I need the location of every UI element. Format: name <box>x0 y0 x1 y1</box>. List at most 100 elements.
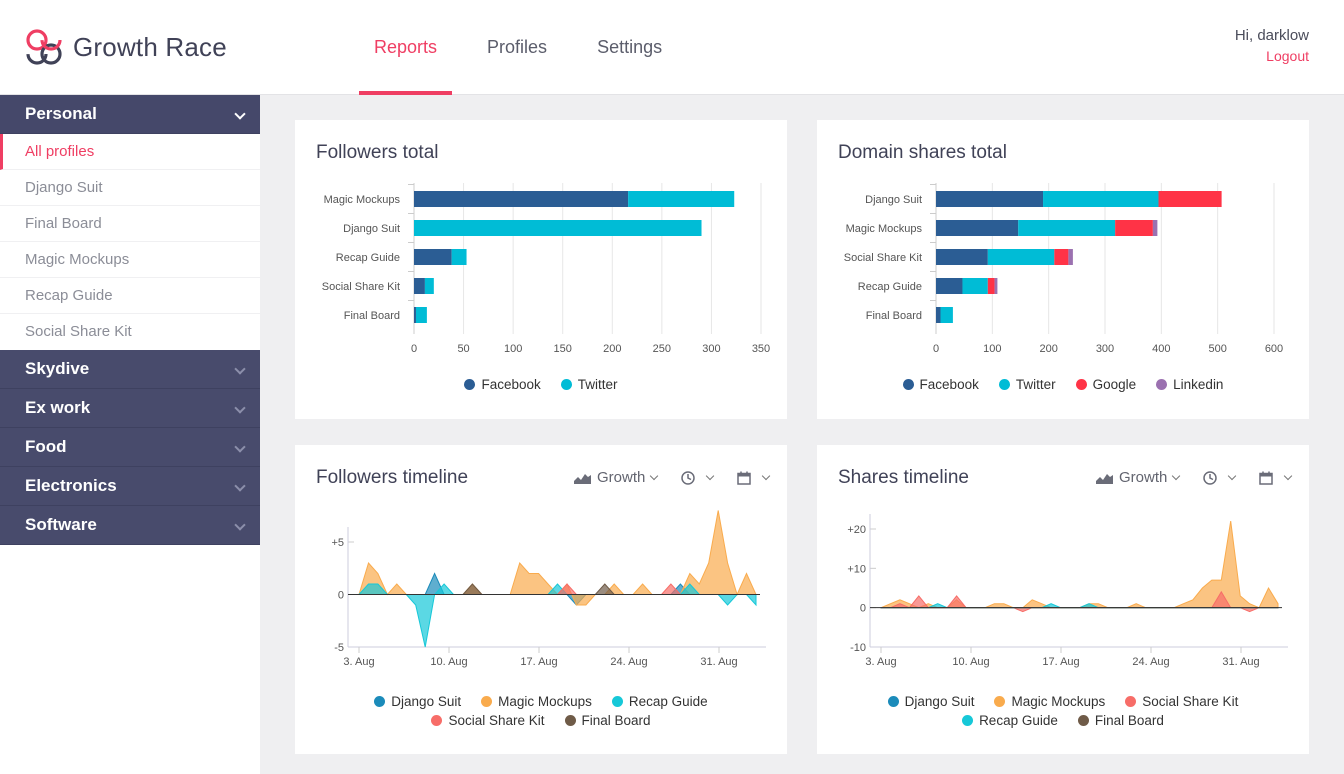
sidebar-group-label: Software <box>25 515 97 534</box>
chevron-down-icon <box>234 363 246 375</box>
sidebar-group-ex-work[interactable]: Ex work <box>0 389 260 428</box>
sidebar-group-personal[interactable]: Personal <box>0 95 260 134</box>
legend-item-django-suit[interactable]: Django Suit <box>887 694 975 709</box>
bar-linkedin <box>1152 220 1158 236</box>
calendar-icon <box>1259 471 1274 485</box>
tab-reports[interactable]: Reports <box>359 0 453 95</box>
legend-swatch <box>1075 379 1087 390</box>
legend-swatch <box>994 696 1006 707</box>
legend-label: Magic Mockups <box>498 694 592 709</box>
legend-label: Django Suit <box>904 694 975 709</box>
legend-item-google[interactable]: Google <box>1075 377 1137 392</box>
x-tick-label: 0 <box>933 343 939 355</box>
time-range-dropdown[interactable] <box>1203 470 1237 485</box>
sidebar-group-label: Food <box>25 437 67 456</box>
legend-label: Google <box>1092 377 1137 392</box>
sidebar-item-recap-guide[interactable]: Recap Guide <box>0 278 260 314</box>
sidebar-item-all-profiles[interactable]: All profiles <box>0 134 260 170</box>
chart-controls: Growth <box>1096 469 1293 486</box>
sidebar-group-label: Ex work <box>25 398 91 417</box>
bar-twitter <box>962 278 988 294</box>
x-tick-label: 3. Aug <box>343 656 374 668</box>
legend-item-twitter[interactable]: Twitter <box>998 377 1056 392</box>
legend-item-recap-guide[interactable]: Recap Guide <box>611 694 708 709</box>
legend-label: Final Board <box>1094 713 1164 728</box>
user-greeting: Hi, darklow <box>1234 27 1309 44</box>
card-title: Shares timeline <box>838 467 969 488</box>
x-tick-label: 10. Aug <box>952 656 989 668</box>
bar-twitter <box>424 278 434 294</box>
bar-google <box>1115 220 1153 236</box>
legend-item-magic-mockups[interactable]: Magic Mockups <box>994 694 1105 709</box>
x-tick-label: 17. Aug <box>520 656 557 668</box>
legend-item-facebook[interactable]: Facebook <box>464 377 541 392</box>
x-tick-label: 24. Aug <box>1132 656 1169 668</box>
x-tick-label: 31. Aug <box>1222 656 1259 668</box>
legend-item-social-share-kit[interactable]: Social Share Kit <box>431 713 545 728</box>
user-menu: Hi, darklow Logout <box>1235 27 1309 64</box>
date-range-dropdown[interactable] <box>1259 471 1293 485</box>
sidebar-item-final-board[interactable]: Final Board <box>0 206 260 242</box>
legend-row: Django Suit Magic Mockups Recap Guide <box>295 694 787 709</box>
x-tick-label: 600 <box>1265 343 1283 355</box>
legend-item-final-board[interactable]: Final Board <box>564 713 651 728</box>
bar-google <box>1054 249 1069 265</box>
legend-item-twitter[interactable]: Twitter <box>560 377 618 392</box>
tab-settings[interactable]: Settings <box>597 37 663 57</box>
chart-controls: Growth <box>574 469 771 486</box>
bar-twitter <box>1018 220 1116 236</box>
logout-link[interactable]: Logout <box>1266 48 1309 64</box>
area-chart-icon <box>574 473 591 484</box>
growth-dropdown[interactable]: Growth <box>1096 469 1181 486</box>
card-title: Followers timeline <box>316 467 469 488</box>
sidebar-group-skydive[interactable]: Skydive <box>0 350 260 389</box>
x-tick-label: 17. Aug <box>1042 656 1079 668</box>
legend-row: Facebook Twitter Google Linkedin <box>817 377 1309 392</box>
legend-item-final-board[interactable]: Final Board <box>1077 713 1164 728</box>
sidebar-group-label: Electronics <box>25 476 117 495</box>
tab-profiles[interactable]: Profiles <box>487 37 548 57</box>
area-magic-mockups <box>880 521 1279 609</box>
y-tick-label: 0 <box>860 603 866 615</box>
legend-item-linkedin[interactable]: Linkedin <box>1156 377 1223 392</box>
sidebar-group-label: Skydive <box>25 359 90 378</box>
card-title: Followers total <box>316 142 439 163</box>
legend-row: Recap Guide Final Board <box>817 713 1309 728</box>
sidebar-group-electronics[interactable]: Electronics <box>0 467 260 506</box>
y-tick-label: Social Share Kit <box>844 252 922 264</box>
x-tick-label: 150 <box>554 343 572 355</box>
date-range-dropdown[interactable] <box>737 471 771 485</box>
bar-twitter <box>628 191 735 207</box>
y-tick-label: 0 <box>338 590 344 602</box>
legend-label: Social Share Kit <box>448 713 545 728</box>
bar-twitter <box>415 307 427 323</box>
bar-twitter <box>940 307 953 323</box>
legend-item-recap-guide[interactable]: Recap Guide <box>962 713 1058 728</box>
legend-label: Final Board <box>581 713 651 728</box>
sidebar-group-software[interactable]: Software <box>0 506 260 545</box>
bar-facebook <box>414 249 452 265</box>
growth-race-logo-icon <box>26 29 62 65</box>
growth-dropdown[interactable]: Growth <box>574 469 659 486</box>
legend-label: Twitter <box>1015 377 1056 392</box>
legend-item-facebook[interactable]: Facebook <box>902 377 979 392</box>
legend-swatch <box>902 379 914 390</box>
sidebar-item-social-share-kit[interactable]: Social Share Kit <box>25 323 132 340</box>
time-range-dropdown[interactable] <box>681 470 715 485</box>
legend-item-magic-mockups[interactable]: Magic Mockups <box>481 694 592 709</box>
main-nav: Reports Profiles Settings <box>359 0 697 95</box>
sidebar-group-food[interactable]: Food <box>0 428 260 467</box>
sidebar-item-magic-mockups[interactable]: Magic Mockups <box>0 242 260 278</box>
legend-item-social-share-kit[interactable]: Social Share Kit <box>1125 694 1238 709</box>
bar-facebook <box>414 191 629 207</box>
legend-item-django-suit[interactable]: Django Suit <box>374 694 461 709</box>
domain-shares-chart: 0 100 200 300 400 500 600 Django Suit Magic Mock… <box>844 183 1283 355</box>
sidebar-item-django-suit[interactable]: Django Suit <box>0 170 260 206</box>
legend-swatch <box>481 696 493 707</box>
x-tick-label: 350 <box>752 343 770 355</box>
app-logo[interactable]: Growth Race <box>24 27 227 67</box>
area-recap-guide <box>357 583 757 648</box>
growth-label: Growth <box>597 469 646 486</box>
sidebar-group-label: Personal <box>25 104 97 123</box>
bar-linkedin <box>1068 249 1073 265</box>
